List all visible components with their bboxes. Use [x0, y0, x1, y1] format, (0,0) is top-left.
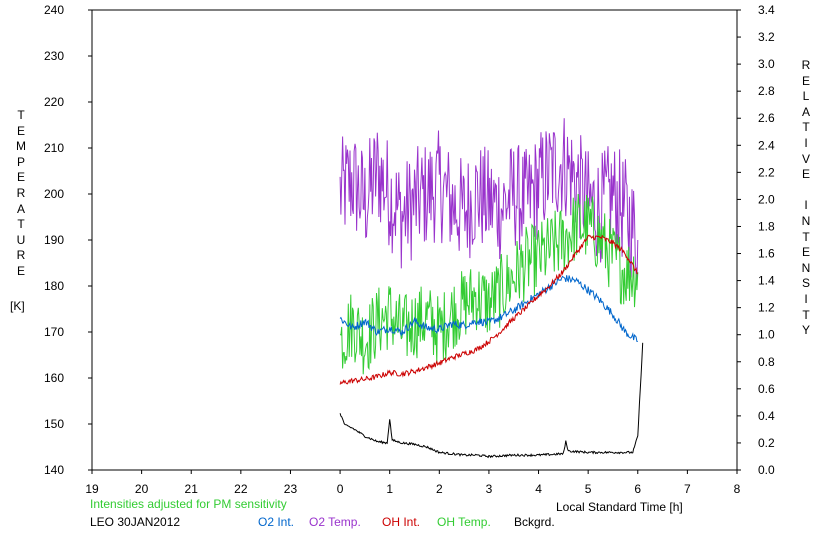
series-o2-temp [339, 118, 639, 285]
right-tick-label: 3.4 [758, 3, 775, 17]
left-tick-label: 140 [44, 463, 64, 477]
right-tick-label: 0.8 [758, 355, 775, 369]
left-tick-label: 240 [44, 3, 64, 17]
y-axis-label-right: R E L A T I V E I N T E N S I T Y [801, 58, 811, 338]
legend-oh-int: OH Int. [382, 515, 421, 529]
x-tick-label: 20 [135, 482, 149, 496]
left-tick-label: 160 [44, 371, 64, 385]
left-tick-label: 210 [44, 141, 64, 155]
x-tick-label: 4 [535, 482, 542, 496]
right-tick-label: 2.8 [758, 84, 775, 98]
right-tick-label: 0.4 [758, 409, 775, 423]
right-tick-label: 1.0 [758, 328, 775, 342]
x-tick-label: 19 [85, 482, 99, 496]
right-tick-label: 2.2 [758, 165, 775, 179]
x-tick-label: 2 [436, 482, 443, 496]
x-tick-label: 1 [386, 482, 393, 496]
left-tick-label: 190 [44, 233, 64, 247]
legend-o2-int: O2 Int. [258, 515, 295, 529]
right-tick-label: 2.6 [758, 111, 775, 125]
left-axis-ticks: 140 150 160 170 180 190 200 210 220 230 240 [44, 3, 92, 477]
legend-o2-temp: O2 Temp. [309, 515, 361, 529]
y-axis-label-left: T E M P E R A T U R E [16, 108, 26, 278]
y-axis-unit-left: [K] [10, 299, 25, 313]
plot-frame [91, 9, 738, 471]
right-tick-label: 3.0 [758, 57, 775, 71]
right-tick-label: 2.4 [758, 138, 775, 152]
annotation-pm-sensitivity: Intensities adjusted for PM sensitivity [90, 497, 287, 511]
right-tick-label: 0.6 [758, 382, 775, 396]
x-tick-label: 5 [585, 482, 592, 496]
right-tick-label: 3.2 [758, 30, 775, 44]
series-layer [339, 118, 644, 459]
right-tick-label: 1.6 [758, 247, 775, 261]
station-date: LEO 30JAN2012 [90, 515, 181, 529]
series-oh-temp [339, 193, 639, 375]
x-axis-label: Local Standard Time [h] [556, 500, 683, 514]
right-tick-label: 2.0 [758, 192, 775, 206]
left-tick-label: 220 [44, 95, 64, 109]
x-tick-label: 0 [337, 482, 344, 496]
right-tick-label: 1.8 [758, 219, 775, 233]
x-tick-label: 22 [234, 482, 248, 496]
left-tick-label: 200 [44, 187, 64, 201]
right-tick-label: 1.4 [758, 274, 775, 288]
right-tick-label: 0.2 [758, 436, 775, 450]
series-oh-int [339, 234, 639, 385]
right-axis-ticks: 0.0 0.2 0.4 0.6 0.8 1.0 1.2 1.4 1.6 1.8 2.0 2.2 2.4 2… [737, 3, 775, 477]
series-bckgrd [339, 342, 644, 459]
legend-oh-temp: OH Temp. [437, 515, 491, 529]
right-tick-label: 0.0 [758, 463, 775, 477]
x-tick-label: 8 [734, 482, 741, 496]
x-tick-label: 7 [684, 482, 691, 496]
right-tick-label: 1.2 [758, 301, 775, 315]
x-tick-label: 21 [185, 482, 199, 496]
series-o2-int [339, 275, 638, 342]
x-tick-label: 6 [634, 482, 641, 496]
x-axis-ticks: 19 20 21 22 23 0 1 2 3 4 5 6 7 8 [85, 470, 741, 496]
left-tick-label: 150 [44, 417, 64, 431]
left-tick-label: 170 [44, 325, 64, 339]
legend-bckgrd: Bckgrd. [514, 515, 555, 529]
x-tick-label: 23 [284, 482, 298, 496]
left-tick-label: 180 [44, 279, 64, 293]
left-tick-label: 230 [44, 49, 64, 63]
x-tick-label: 3 [486, 482, 493, 496]
